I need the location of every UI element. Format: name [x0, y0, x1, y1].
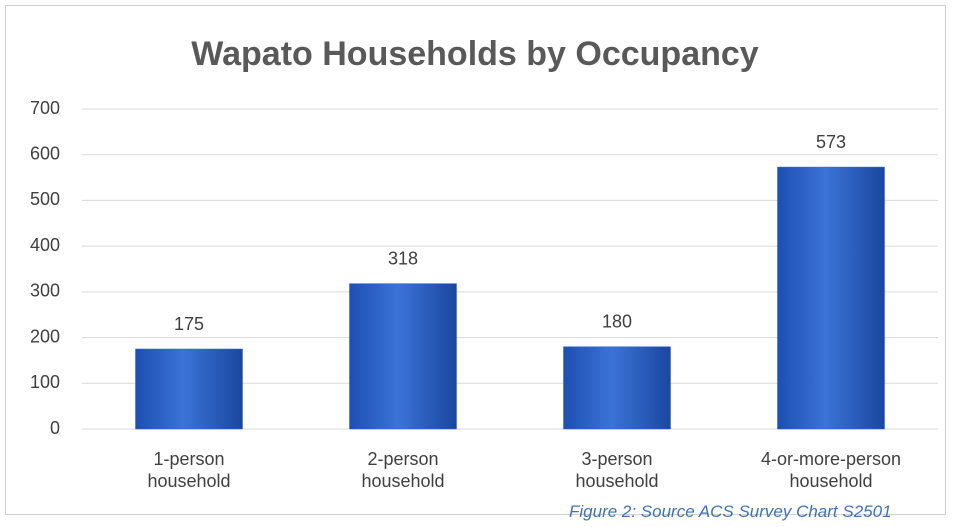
chart-title: Wapato Households by Occupancy: [191, 35, 758, 73]
data-label: 573: [816, 132, 846, 152]
y-tick-label: 600: [30, 143, 60, 163]
data-label: 180: [602, 311, 632, 331]
y-tick-label: 700: [30, 98, 60, 118]
data-label: 175: [174, 314, 204, 334]
data-label: 318: [388, 248, 418, 268]
x-tick-label: 4-or-more-person household: [760, 449, 902, 491]
y-tick-label: 400: [30, 235, 60, 255]
y-tick-label: 100: [30, 372, 60, 392]
bar: [349, 283, 457, 430]
bar: [135, 348, 243, 430]
bar: [563, 346, 671, 430]
x-tick-label: 3-person household: [575, 449, 659, 491]
y-tick-label: 300: [30, 281, 60, 301]
caption: Figure 2: Source ACS Survey Chart S2501: [569, 502, 892, 521]
x-tick-label: 1-person household: [147, 449, 231, 491]
y-tick-label: 0: [50, 418, 60, 438]
bar: [777, 166, 885, 430]
x-tick-label: 2-person household: [361, 449, 445, 491]
y-tick-label: 200: [30, 326, 60, 346]
y-tick-label: 500: [30, 189, 60, 209]
